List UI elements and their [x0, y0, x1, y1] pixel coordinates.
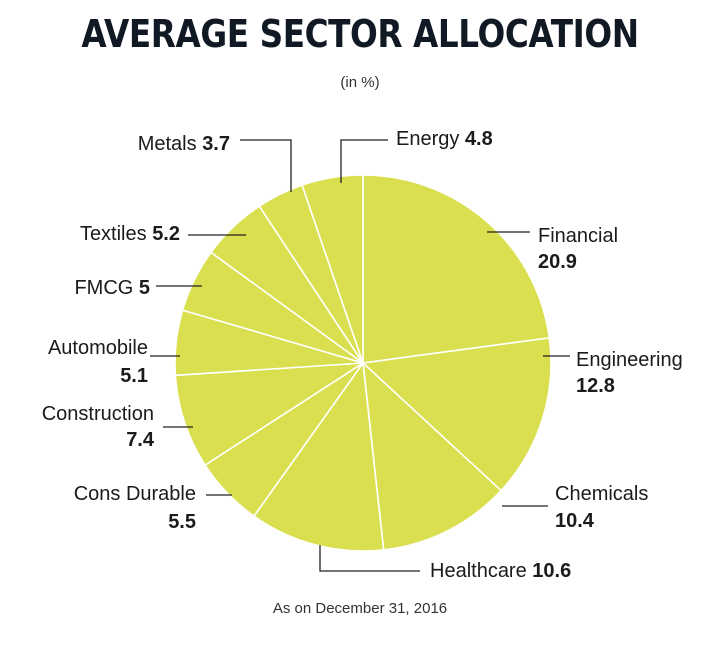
slice-label: Automobile	[48, 337, 148, 359]
pie-slice-financial	[362, 174, 551, 364]
slice-label: Cons Durable	[74, 483, 196, 505]
slice-value: 10.4	[555, 510, 595, 532]
pie-slice-chemicals	[362, 362, 502, 551]
slice-label: Construction	[42, 403, 154, 425]
slice-label: Textiles 5.2	[80, 223, 180, 245]
slice-label: Metals 3.7	[138, 133, 230, 155]
pie-slice-healthcare	[253, 362, 385, 552]
slice-labels: Financial 20.9 Engineering 12.8 Chemicals 10.…	[42, 128, 683, 582]
slice-value: 5.5	[168, 511, 196, 533]
slice-value: 5.1	[120, 365, 148, 387]
slice-label: Financial	[538, 225, 618, 247]
pie-slices	[174, 174, 552, 552]
slice-value: 20.9	[538, 251, 577, 273]
slice-label: Engineering	[576, 349, 683, 371]
pie-slice-engineering	[362, 337, 552, 492]
leader-line	[240, 139, 292, 192]
slice-label: Chemicals	[555, 483, 648, 505]
slice-label: FMCG 5	[74, 277, 150, 299]
leader-line	[340, 139, 388, 183]
pie-slice-construction	[174, 362, 364, 466]
chart-subtitle: (in %)	[340, 74, 380, 91]
footnote: As on December 31, 2016	[272, 600, 448, 617]
leader-line	[319, 545, 420, 572]
slice-value: 12.8	[576, 375, 615, 397]
chart-title: AVERAGE SECTOR ALLOCATION	[81, 12, 639, 56]
slice-label: Healthcare 10.6	[430, 560, 571, 582]
slice-label: Energy 4.8	[396, 128, 493, 150]
pie-slice-energy	[301, 174, 364, 364]
slice-value: 7.4	[126, 429, 155, 451]
leader-lines	[150, 139, 570, 572]
